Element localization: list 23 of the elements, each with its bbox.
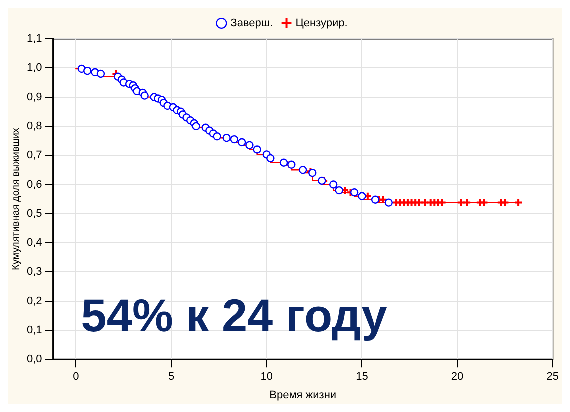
y-tick-label: 0,2	[26, 295, 42, 308]
x-tick-label: 10	[260, 371, 273, 384]
annotation: 54% к 24 году	[81, 290, 388, 342]
x-tick-label: 0	[73, 371, 80, 384]
y-tick-label: 0,6	[26, 178, 42, 191]
x-tick-label: 25	[546, 371, 560, 384]
y-tick-label: 0,5	[26, 208, 42, 220]
y-tick-label: 0,7	[26, 150, 42, 162]
legend-label: Цензурир.	[296, 18, 348, 30]
legend-label: Заверш.	[230, 18, 274, 30]
y-tick-label: 0,8	[26, 120, 42, 132]
x-tick-label: 15	[356, 371, 368, 384]
y-tick-label: 0,0	[26, 354, 42, 366]
y-tick-label: 0,1	[26, 324, 42, 336]
y-tick-label: 1,0	[26, 62, 42, 74]
y-tick-label: 1,1	[26, 33, 42, 46]
y-tick-label: 0,4	[26, 237, 42, 250]
x-tick-label: 5	[168, 371, 175, 384]
x-tick-label: 20	[451, 371, 464, 384]
y-tick-label: 0,3	[26, 266, 42, 278]
x-axis-title: Время жизни	[270, 389, 337, 402]
y-axis-title: Кумулятивная доля выживших	[10, 128, 22, 270]
y-tick-label: 0,9	[26, 91, 42, 104]
